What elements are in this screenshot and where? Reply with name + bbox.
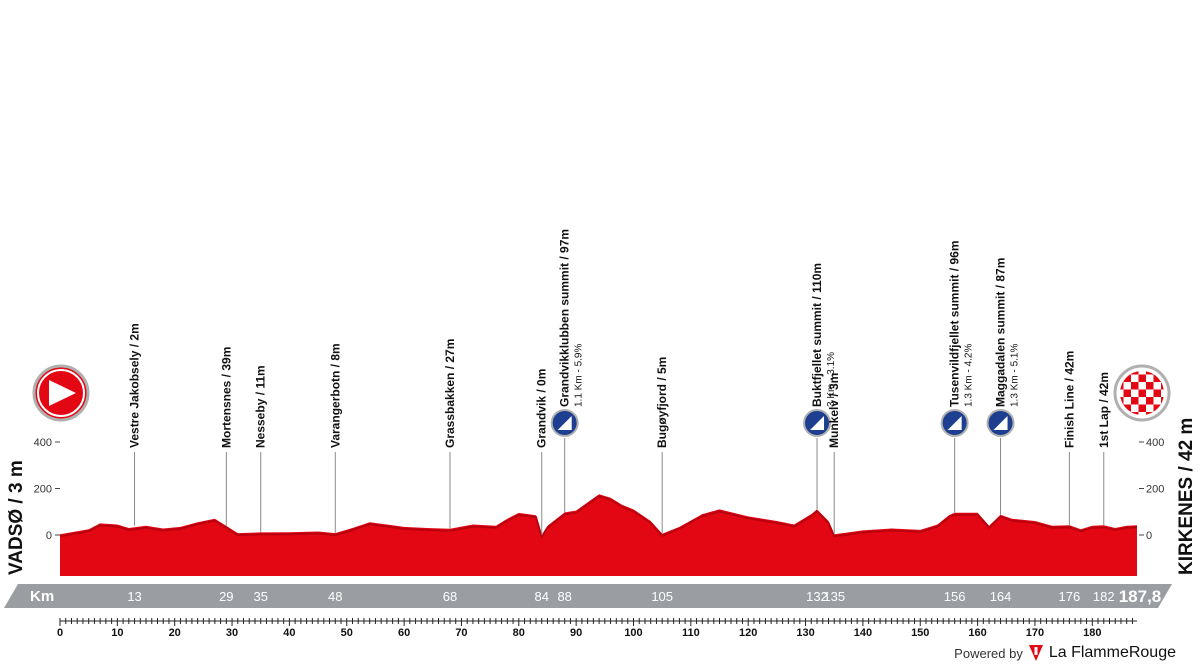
waypoint-label: Grassbakken / 27m: [443, 339, 457, 448]
waypoint-label: Bugøyfjord / 5m: [655, 357, 669, 448]
x-tick-label: 10: [111, 627, 123, 639]
km-bar-marker: 132: [806, 589, 828, 604]
waypoint-label: 1st Lap / 42m: [1097, 372, 1111, 448]
km-bar-marker: 29: [219, 589, 233, 604]
waypoint-sublabel: 1.3 Km - 4.2%: [964, 344, 975, 407]
finish-flag-icon: [1113, 364, 1171, 422]
waypoint-label: Vestre Jakobsely / 2m: [128, 323, 142, 448]
km-bar-marker: 176: [1059, 589, 1081, 604]
x-tick-label: 60: [398, 627, 410, 639]
x-tick-label: 130: [796, 627, 814, 639]
waypoint-sublabel: 1.1 Km - 5.9%: [574, 344, 585, 407]
km-bar-background: [4, 584, 1172, 608]
x-tick-label: 40: [283, 627, 295, 639]
y-tick-label-right: 200: [1146, 484, 1164, 496]
waypoint-label: Mortensnes / 39m: [219, 347, 233, 448]
climb-category-icon: [803, 409, 832, 437]
km-bar-marker: 48: [328, 589, 342, 604]
km-bar-marker: 13: [127, 589, 141, 604]
waypoint-label: Buktfjellet summit / 110m: [810, 263, 824, 407]
brand-name: La FlammeRouge: [1048, 644, 1176, 661]
x-tick-label: 180: [1083, 627, 1101, 639]
x-tick-label: 100: [624, 627, 642, 639]
km-bar-marker: 156: [944, 589, 966, 604]
y-axis-labels: 0 0 200 200 400 400: [34, 437, 1165, 542]
waypoint-label: Tusenvildfjellet summit / 96m: [948, 241, 962, 408]
x-tick-label: 170: [1026, 627, 1044, 639]
km-bar-marker: 135: [823, 589, 845, 604]
climb-category-icon: [940, 409, 969, 437]
km-bar-marker: 164: [990, 589, 1012, 604]
waypoint-label: Finish Line / 42m: [1062, 351, 1076, 448]
x-tick-label: 110: [682, 627, 700, 639]
km-bar-marker: 35: [253, 589, 267, 604]
finish-town-label: KIRKENES / 42 m: [1176, 418, 1197, 575]
x-tick-label: 90: [570, 627, 582, 639]
waypoint-label: Grandvikklubben summit / 97m: [558, 229, 572, 407]
y-tick-label-left: 400: [34, 437, 52, 449]
x-tick-label: 80: [513, 627, 525, 639]
waypoint-label: Nesseby / 11m: [254, 365, 268, 448]
x-tick-label: 30: [226, 627, 238, 639]
waypoint-sublabel: 3 Km - 3.1%: [826, 352, 837, 407]
km-bar-total: 187,8: [1119, 587, 1162, 606]
x-tick-label: 160: [968, 627, 986, 639]
y-tick-label-right: 400: [1146, 437, 1164, 449]
km-bar-title: Km: [30, 588, 54, 605]
y-tick-label-right: 0: [1146, 530, 1152, 542]
waypoint-label: Varangerbotn / 8m: [328, 343, 342, 448]
km-bar-marker: 68: [443, 589, 457, 604]
elevation-series: [60, 494, 1138, 576]
waypoint-label: Grandvik / 0m: [535, 369, 549, 448]
x-tick-label: 120: [739, 627, 757, 639]
start-arrow-icon: [32, 364, 90, 422]
start-town-label: VADSØ / 3 m: [6, 460, 27, 575]
x-tick-label: 50: [341, 627, 353, 639]
brand-credit: Powered by La FlammeRouge: [954, 644, 1176, 662]
elevation-area-group: [59, 494, 1138, 576]
waypoint-markers: Vestre Jakobsely / 2m Mortensnes / 39m Nes…: [128, 229, 1111, 535]
x-tick-label: 70: [455, 627, 467, 639]
km-bar-marker: 88: [557, 589, 571, 604]
waypoint-sublabel: 1.3 Km - 5.1%: [1010, 344, 1021, 407]
climb-category-icon: [550, 409, 579, 437]
km-bar-marker: 105: [651, 589, 673, 604]
flame-rouge-logo-icon: [1028, 645, 1043, 661]
waypoint-label: Maggadalen summit / 87m: [994, 258, 1008, 407]
x-tick-label: 20: [169, 627, 181, 639]
x-axis: 0 10 20 30 40 50 60 70 80 90 100 110 120 130 140 150 160…: [57, 618, 1138, 639]
x-tick-label: 150: [911, 627, 929, 639]
elevation-ridge-line: [59, 495, 1138, 540]
y-tick-label-left: 0: [46, 530, 52, 542]
km-bar-marker: 84: [535, 589, 549, 604]
y-tick-label-left: 200: [34, 484, 52, 496]
waypoint-label: Munkelv / 3m: [827, 373, 841, 448]
x-tick-label: 0: [57, 627, 63, 639]
climb-category-icon: [986, 409, 1015, 437]
powered-by-label: Powered by: [954, 645, 1023, 661]
km-bar-marker: 182: [1093, 589, 1115, 604]
x-tick-label: 140: [854, 627, 872, 639]
